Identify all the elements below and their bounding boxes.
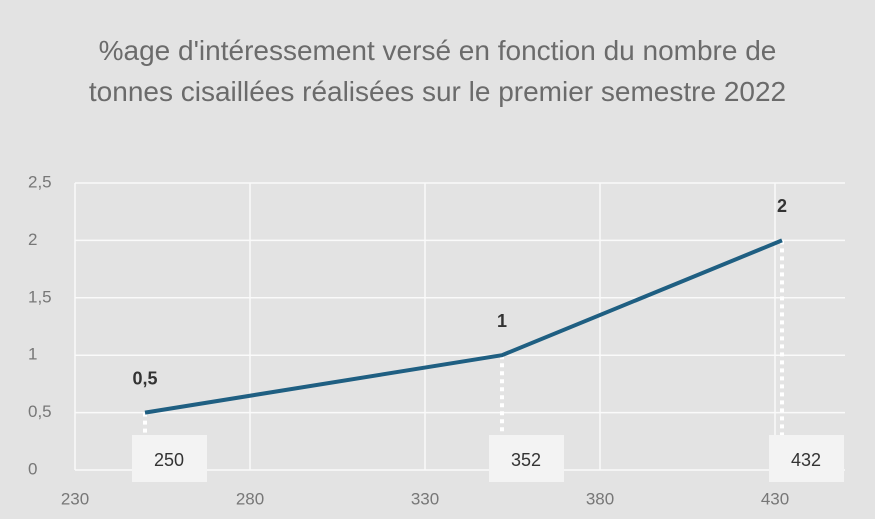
x-value-box	[769, 435, 844, 482]
x-value-label: 250	[154, 450, 184, 470]
x-tick-label: 280	[236, 489, 264, 508]
y-tick-label: 0,5	[28, 402, 52, 421]
data-label: 2	[777, 196, 787, 216]
y-tick-label: 2	[28, 230, 37, 249]
x-tick-label: 430	[761, 489, 789, 508]
data-label: 0,5	[132, 368, 157, 388]
x-value-label: 432	[791, 450, 821, 470]
data-label: 1	[497, 311, 507, 331]
x-tick-label: 330	[411, 489, 439, 508]
x-value-label: 352	[511, 450, 541, 470]
x-tick-label: 380	[586, 489, 614, 508]
chart-title: %age d'intéressement versé en fonction d…	[88, 35, 787, 107]
y-tick-label: 1,5	[28, 287, 52, 306]
y-tick-label: 2,5	[28, 172, 52, 191]
x-value-box	[132, 435, 207, 482]
x-value-box	[489, 435, 564, 482]
x-tick-label: 230	[61, 489, 89, 508]
y-tick-label: 0	[28, 459, 37, 478]
y-tick-label: 1	[28, 345, 37, 364]
line	[144, 238, 783, 415]
